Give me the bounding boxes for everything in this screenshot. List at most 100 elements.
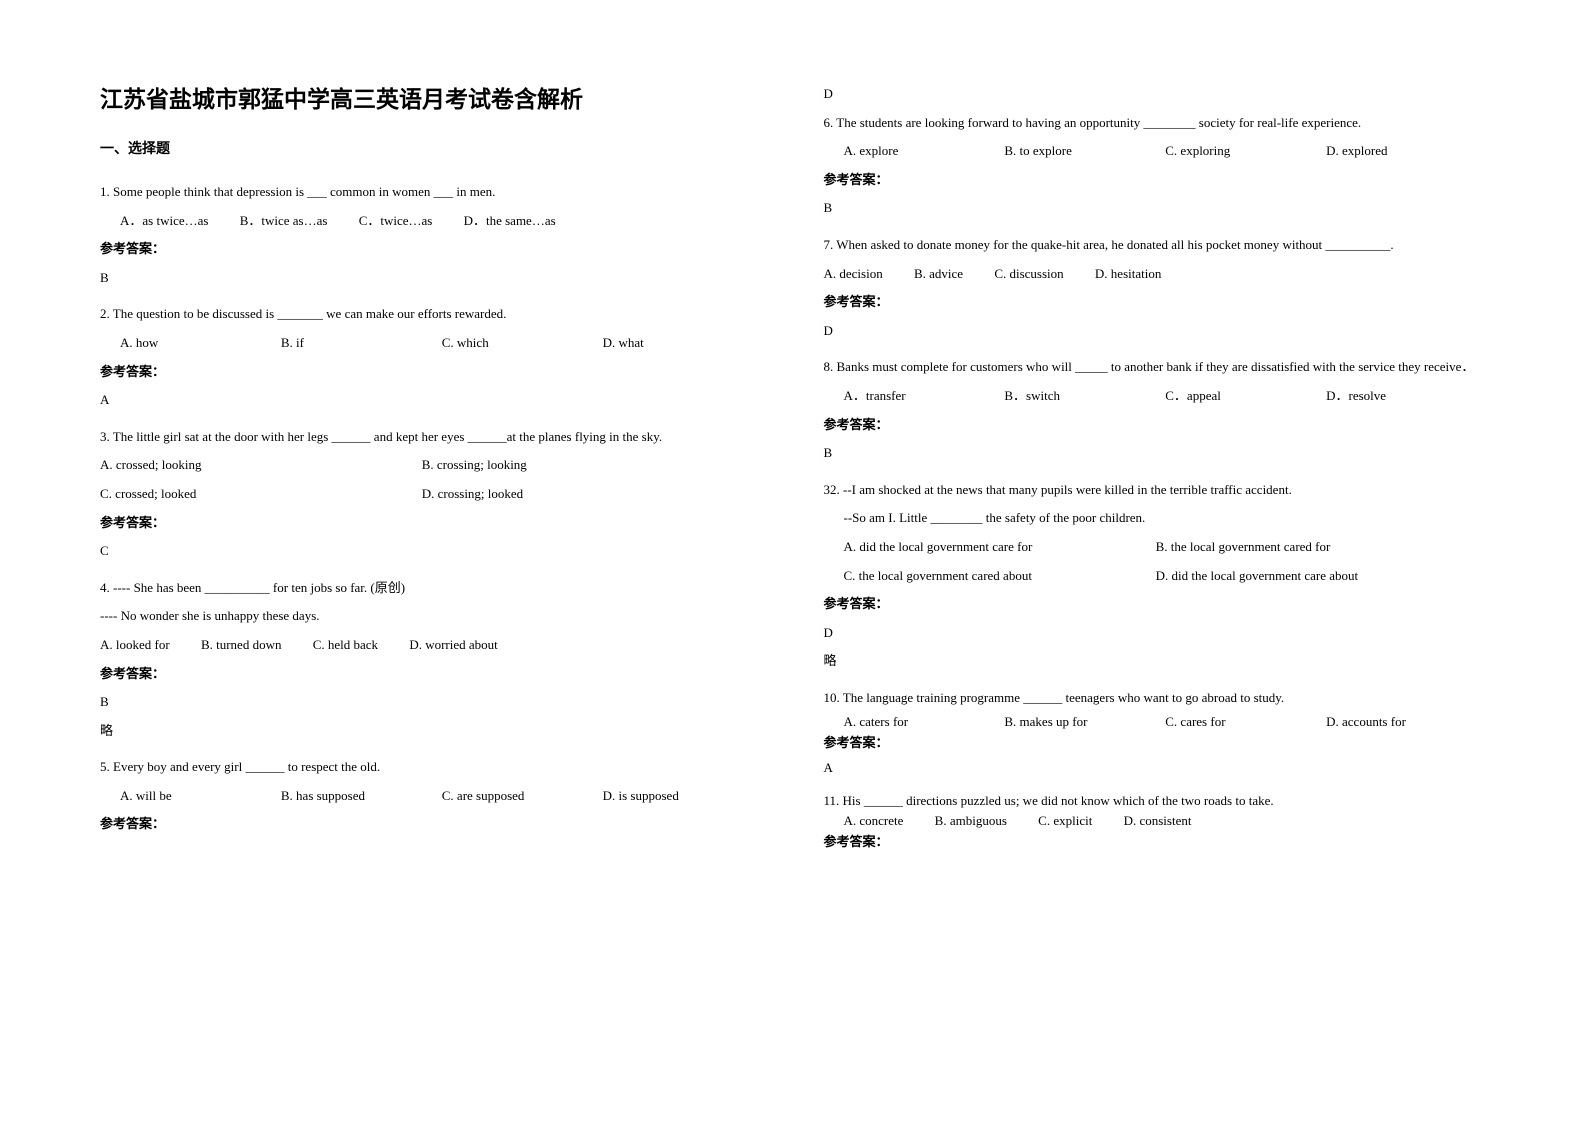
question-7: 7. When asked to donate money for the qu… xyxy=(824,231,1488,345)
q3-opt-b: B. crossing; looking xyxy=(422,451,740,480)
q6-stem: 6. The students are looking forward to h… xyxy=(824,109,1488,138)
q2-opt-b: B. if xyxy=(281,329,442,358)
q8-opt-a: A．transfer xyxy=(844,382,1005,411)
q3-opt-a: A. crossed; looking xyxy=(100,451,418,480)
q11-opt-d: D. consistent xyxy=(1124,811,1192,832)
exam-title: 江苏省盐城市郭猛中学高三英语月考试卷含解析 xyxy=(100,80,764,114)
question-2: 2. The question to be discussed is _____… xyxy=(100,300,764,414)
q4-opt-c: C. held back xyxy=(313,631,378,660)
q10-opt-d: D. accounts for xyxy=(1326,712,1487,733)
q2-options: A. how B. if C. which D. what xyxy=(100,329,764,358)
q11-opt-c: C. explicit xyxy=(1038,811,1092,832)
q1-options: A．as twice…as B．twice as…as C．twice…as D… xyxy=(100,207,764,236)
q9-opt-c: C. the local government cared about xyxy=(844,562,1153,591)
q7-options: A. decision B. advice C. discussion D. h… xyxy=(824,260,1488,289)
q11-opt-b: B. ambiguous xyxy=(935,811,1007,832)
q5-opt-a: A. will be xyxy=(120,782,281,811)
q8-opt-b: B．switch xyxy=(1004,382,1165,411)
q7-opt-a: A. decision xyxy=(824,260,883,289)
q11-answer-label: 参考答案： xyxy=(824,832,1488,853)
q8-answer: B xyxy=(824,439,1488,468)
q4-stem2: ---- No wonder she is unhappy these days… xyxy=(100,602,764,631)
q9-opt-d: D. did the local government care about xyxy=(1156,562,1465,591)
q4-opt-a: A. looked for xyxy=(100,631,170,660)
q1-stem: 1. Some people think that depression is … xyxy=(100,178,764,207)
q7-opt-d: D. hesitation xyxy=(1095,260,1161,289)
q1-opt-d: D．the same…as xyxy=(464,207,556,236)
right-column: D 6. The students are looking forward to… xyxy=(824,80,1488,1042)
q5-stem: 5. Every boy and every girl ______ to re… xyxy=(100,753,764,782)
q9-stem2: --So am I. Little ________ the safety of… xyxy=(824,504,1488,533)
question-6: 6. The students are looking forward to h… xyxy=(824,109,1488,223)
q4-answer-label: 参考答案： xyxy=(100,660,764,689)
q5-answer-label: 参考答案： xyxy=(100,810,764,839)
q3-options-row2: C. crossed; looked D. crossing; looked xyxy=(100,480,764,509)
question-8: 8. Banks must complete for customers who… xyxy=(824,353,1488,467)
question-4: 4. ---- She has been __________ for ten … xyxy=(100,574,764,746)
q9-answer-label: 参考答案： xyxy=(824,590,1488,619)
question-3: 3. The little girl sat at the door with … xyxy=(100,423,764,566)
q4-answer: B xyxy=(100,688,764,717)
q11-options: A. concrete B. ambiguous C. explicit D. … xyxy=(824,811,1488,832)
q7-opt-b: B. advice xyxy=(914,260,963,289)
q6-options: A. explore B. to explore C. exploring D.… xyxy=(824,137,1488,166)
q5-opt-b: B. has supposed xyxy=(281,782,442,811)
q6-opt-b: B. to explore xyxy=(1004,137,1165,166)
q10-opt-a: A. caters for xyxy=(844,712,1005,733)
q5-opt-d: D. is supposed xyxy=(603,782,764,811)
q9-options-row1: A. did the local government care for B. … xyxy=(824,533,1488,562)
q3-answer: C xyxy=(100,537,764,566)
q2-stem: 2. The question to be discussed is _____… xyxy=(100,300,764,329)
q2-opt-a: A. how xyxy=(120,329,281,358)
q10-opt-b: B. makes up for xyxy=(1004,712,1165,733)
q1-answer: B xyxy=(100,264,764,293)
q3-options-row1: A. crossed; looking B. crossing; looking xyxy=(100,451,764,480)
q4-opt-b: B. turned down xyxy=(201,631,282,660)
q2-opt-c: C. which xyxy=(442,329,603,358)
q10-options: A. caters for B. makes up for C. cares f… xyxy=(824,712,1488,733)
q1-opt-a: A．as twice…as xyxy=(120,207,208,236)
q3-stem: 3. The little girl sat at the door with … xyxy=(100,423,764,452)
q2-answer: A xyxy=(100,386,764,415)
q9-opt-b: B. the local government cared for xyxy=(1156,533,1465,562)
q2-opt-d: D. what xyxy=(603,329,764,358)
q11-opt-a: A. concrete xyxy=(844,811,904,832)
q8-stem: 8. Banks must complete for customers who… xyxy=(824,353,1488,382)
q6-answer-label: 参考答案： xyxy=(824,166,1488,195)
q9-stem: 32. --I am shocked at the news that many… xyxy=(824,476,1488,505)
q5-options: A. will be B. has supposed C. are suppos… xyxy=(100,782,764,811)
q9-extra: 略 xyxy=(824,647,1488,676)
question-9: 32. --I am shocked at the news that many… xyxy=(824,476,1488,676)
q10-stem: 10. The language training programme ____… xyxy=(824,684,1488,713)
q6-opt-d: D. explored xyxy=(1326,137,1487,166)
q7-answer-label: 参考答案： xyxy=(824,288,1488,317)
q6-opt-a: A. explore xyxy=(844,137,1005,166)
q4-opt-d: D. worried about xyxy=(409,631,497,660)
q10-opt-c: C. cares for xyxy=(1165,712,1326,733)
q7-stem: 7. When asked to donate money for the qu… xyxy=(824,231,1488,260)
q10-answer: A xyxy=(824,754,1488,783)
question-10: 10. The language training programme ____… xyxy=(824,684,1488,783)
question-1: 1. Some people think that depression is … xyxy=(100,178,764,292)
q5-opt-c: C. are supposed xyxy=(442,782,603,811)
q2-answer-label: 参考答案： xyxy=(100,358,764,387)
q1-opt-b: B．twice as…as xyxy=(240,207,328,236)
q6-answer: B xyxy=(824,194,1488,223)
q11-stem: 11. His ______ directions puzzled us; we… xyxy=(824,791,1488,812)
q9-options-row2: C. the local government cared about D. d… xyxy=(824,562,1488,591)
section-heading: 一、选择题 xyxy=(100,138,764,158)
q9-opt-a: A. did the local government care for xyxy=(844,533,1153,562)
q3-answer-label: 参考答案： xyxy=(100,509,764,538)
q7-opt-c: C. discussion xyxy=(994,260,1063,289)
question-5: 5. Every boy and every girl ______ to re… xyxy=(100,753,764,839)
q1-answer-label: 参考答案： xyxy=(100,235,764,264)
q1-opt-c: C．twice…as xyxy=(359,207,433,236)
q8-answer-label: 参考答案： xyxy=(824,411,1488,440)
q4-stem: 4. ---- She has been __________ for ten … xyxy=(100,574,764,603)
q8-opt-c: C．appeal xyxy=(1165,382,1326,411)
q5-answer: D xyxy=(824,80,1488,109)
q4-extra: 略 xyxy=(100,717,764,746)
q8-options: A．transfer B．switch C．appeal D．resolve xyxy=(824,382,1488,411)
q7-answer: D xyxy=(824,317,1488,346)
question-11: 11. His ______ directions puzzled us; we… xyxy=(824,791,1488,853)
